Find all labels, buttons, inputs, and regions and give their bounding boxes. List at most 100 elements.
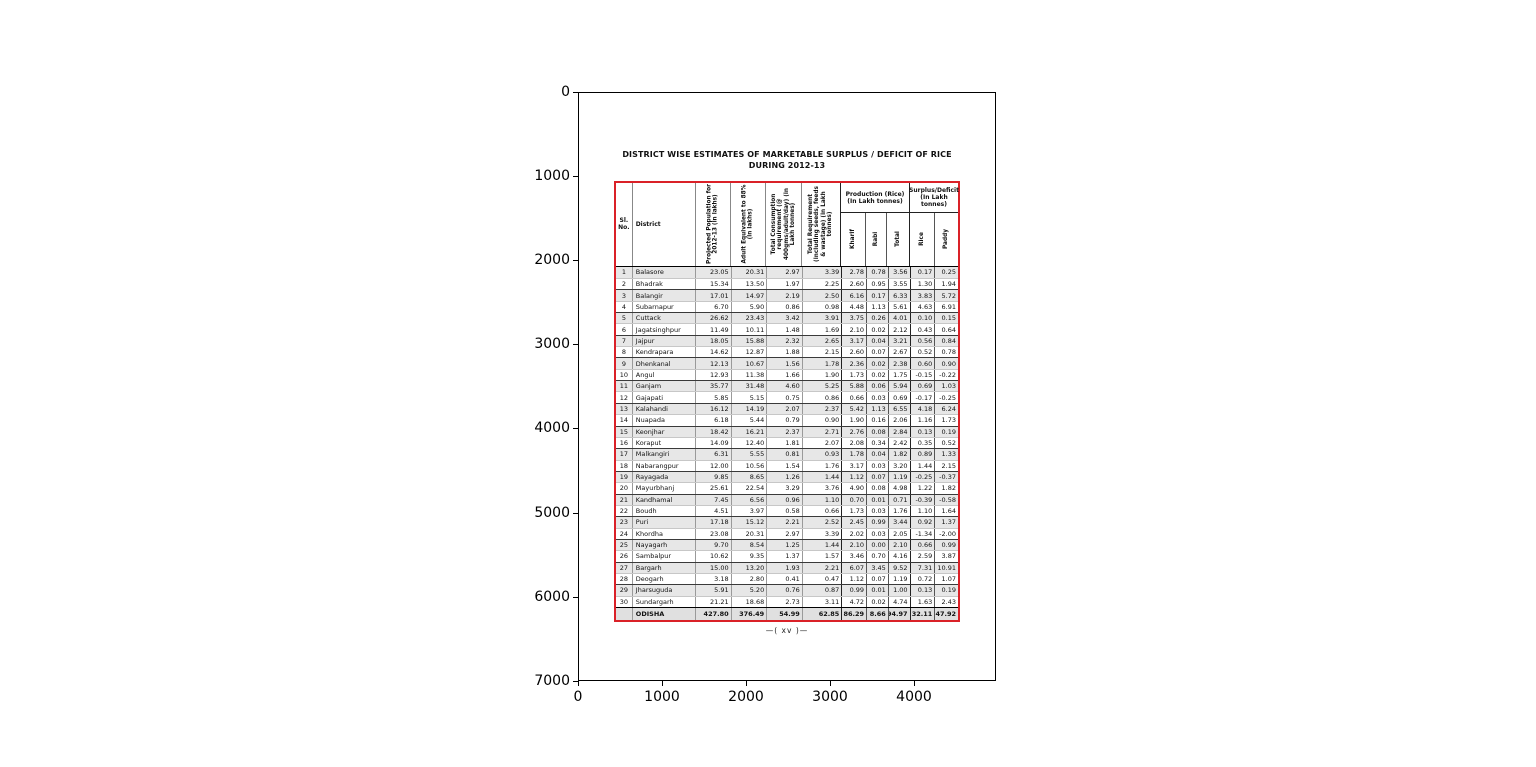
value-cell: 21 <box>616 494 633 505</box>
value-cell: 19 <box>616 471 633 483</box>
value-cell: 62.85 <box>803 608 843 620</box>
value-cell: 0.13 <box>911 426 936 437</box>
value-cell: 0.70 <box>842 494 868 505</box>
value-cell: 12.00 <box>696 460 732 471</box>
value-cell: 5.42 <box>842 403 868 415</box>
value-cell: 15.00 <box>696 562 732 573</box>
district-cell: Sambalpur <box>633 551 697 562</box>
value-cell: 35.77 <box>696 381 732 392</box>
value-cell: 6.33 <box>889 290 911 301</box>
district-cell: Jajpur <box>633 335 697 347</box>
value-cell: -0.39 <box>911 494 936 505</box>
table-row: 29 Jharsuguda 5.91 5.20 0.76 0.87 0.99 0.01 1.00… <box>616 584 958 596</box>
value-cell: 4 <box>616 301 633 313</box>
y-tick-label: 0 <box>561 84 570 100</box>
value-cell: 16.21 <box>732 426 768 437</box>
y-tick-label: 4000 <box>534 420 570 436</box>
value-cell: 0.00 <box>867 539 889 551</box>
value-cell: 1.78 <box>803 358 843 369</box>
value-cell: 14 <box>616 415 633 426</box>
value-cell: 0.15 <box>941 314 956 323</box>
header-surplus-subheads: Rice Paddy <box>910 213 958 266</box>
value-cell: 3.29 <box>767 483 803 494</box>
value-cell: 0.96 <box>767 494 803 505</box>
value-cell: 4.60 <box>767 381 803 392</box>
value-cell: 1.48 <box>767 324 803 335</box>
value-cell: 18.42 <box>696 426 732 437</box>
table-row: 22 Boudh 4.51 3.97 0.58 0.66 1.73 0.03 1.76 1.10 1… <box>616 504 958 517</box>
value-cell: 0.86 <box>803 392 843 403</box>
table-header-row: Sl. No. District Projected Population fo… <box>616 183 959 267</box>
table-row: 30 Sundargarh 21.21 18.68 2.73 3.11 4.72 0.02 4.… <box>616 595 958 607</box>
value-cell: 1.57 <box>803 551 843 562</box>
district-cell: Balasore <box>633 266 697 279</box>
value-cell: 5.88 <box>842 381 868 392</box>
value-cell: 1.44 <box>803 539 843 551</box>
value-cell: 0.41 <box>767 573 803 585</box>
value-cell: -0.58 <box>939 495 956 504</box>
value-cell: -0.22 <box>939 370 956 379</box>
value-cell: 376.49 <box>732 608 768 620</box>
value-cell: -0.25 <box>939 393 956 402</box>
district-cell: Gajapati <box>633 392 697 403</box>
value-cell: 0.08 <box>867 426 889 437</box>
value-cell: 0.66 <box>842 392 868 403</box>
value-cell: 1.00 <box>889 585 911 596</box>
y-tick-label: 3000 <box>534 336 570 352</box>
district-cell: Kendrapara <box>633 347 697 358</box>
value-cell: 3.17 <box>842 335 868 347</box>
district-cell: Rayagada <box>633 471 697 483</box>
value-cell: 15.34 <box>696 279 732 290</box>
district-cell: Dhenkanal <box>633 358 697 369</box>
header-rabi: Rabi <box>866 213 888 266</box>
value-cell: 5.44 <box>732 415 768 426</box>
value-cell: 2.80 <box>732 573 768 585</box>
value-cell: 10.67 <box>732 358 768 369</box>
value-cell: 1.81 <box>767 437 803 449</box>
value-cell: 11.49 <box>696 324 732 335</box>
table-row: 26 Sambalpur 10.62 9.35 1.37 1.57 3.46 0.70 4.16… <box>616 550 958 562</box>
value-cell: 5.20 <box>732 585 768 596</box>
value-cell: 0.71 <box>889 494 911 505</box>
district-cell: Angul <box>633 369 697 381</box>
value-cell: 1.13 <box>867 403 889 415</box>
value-cell: 2.12 <box>889 324 911 335</box>
value-cell: 2.32 <box>767 335 803 347</box>
header-projected-population: Projected Population for 2012-13 (in lak… <box>696 183 731 266</box>
value-cell: 10.62 <box>696 551 732 562</box>
value-cell: 14.62 <box>696 347 732 358</box>
value-cell: 18.68 <box>732 596 768 607</box>
value-cell: 3.21 <box>889 335 911 347</box>
value-cell: 16 <box>616 437 633 449</box>
district-cell: Puri <box>633 517 697 528</box>
value-cell: 0.16 <box>867 415 889 426</box>
value-cell: 7.45 <box>696 494 732 505</box>
value-cell: 0.01 <box>867 585 889 596</box>
value-cell: 20 <box>616 483 633 494</box>
value-cell: 24 <box>616 528 633 539</box>
value-cell: 1.25 <box>767 539 803 551</box>
value-cell: 1.78 <box>842 449 868 460</box>
district-cell: Subarnapur <box>633 301 697 313</box>
table-row: 20 Mayurbhanj 25.61 22.54 3.29 3.76 4.90 0.08 4.… <box>616 482 958 494</box>
value-cell: 1.56 <box>767 358 803 369</box>
value-cell: 2.07 <box>803 437 843 449</box>
value-cell: 12.40 <box>732 437 768 449</box>
surplus-deficit-table: Sl. No. District Projected Population fo… <box>614 181 960 622</box>
table-row: 14 Nuapada 6.18 5.44 0.79 0.90 1.90 0.16 2.06 1.1… <box>616 414 958 426</box>
value-cell: 0.03 <box>867 505 889 517</box>
x-tick-label: 2000 <box>728 689 764 705</box>
value-cell: 2.59 <box>911 551 936 562</box>
value-cell: 0.81 <box>767 449 803 460</box>
value-cell: 0.03 <box>867 460 889 471</box>
value-cell: 2.15 <box>803 347 843 358</box>
y-tick-label: 5000 <box>534 505 570 521</box>
y-tick-mark <box>573 513 578 515</box>
value-cell: 0.52 <box>941 439 956 448</box>
value-cell: 2.08 <box>842 437 868 449</box>
header-district: District <box>633 183 696 266</box>
value-cell: 0.60 <box>911 358 936 369</box>
value-cell: 12.13 <box>696 358 732 369</box>
value-cell: 1.82 <box>941 484 956 493</box>
document-title: DISTRICT WISE ESTIMATES OF MARKETABLE SU… <box>596 150 978 171</box>
